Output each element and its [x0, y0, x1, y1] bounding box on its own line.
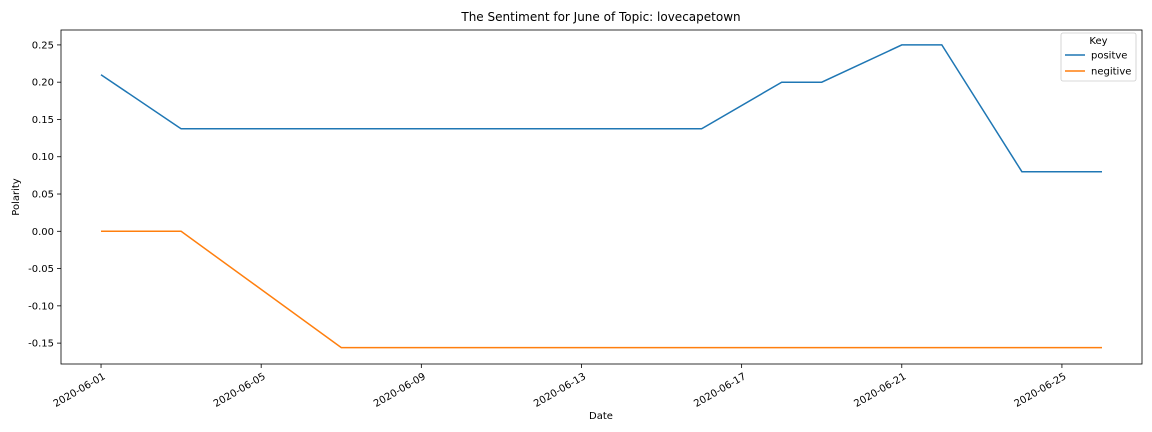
x-tick-label: 2020-06-25: [1013, 371, 1069, 410]
y-tick-label: 0.25: [32, 40, 54, 51]
legend-label-positve: positve: [1091, 51, 1127, 62]
x-tick-label: 2020-06-05: [212, 371, 268, 410]
legend-title: Key: [1089, 36, 1107, 47]
legend: Key positve negitive: [1060, 32, 1137, 82]
plot-area: [60, 29, 1143, 365]
y-axis: 0.25 0.20 0.15 0.10 0.05 0.00 -0.05 -0.10 -0.15: [28, 40, 61, 350]
series-lines: [100, 44, 1102, 349]
chart-title: The Sentiment for June of Topic: lovecap…: [460, 10, 740, 24]
series-line-negitive: [101, 230, 1102, 349]
x-tick-label: 2020-06-17: [692, 371, 748, 410]
y-axis-label: Polarity: [11, 178, 22, 216]
plot-frame: [60, 29, 1143, 365]
y-tick-label: 0.05: [32, 190, 54, 201]
y-tick-label: -0.10: [28, 301, 54, 312]
y-tick-label: 0.00: [32, 227, 54, 238]
x-axis: 2020-06-01 2020-06-05 2020-06-09 2020-06-13…: [52, 364, 1069, 410]
legend-label-negitive: negitive: [1091, 67, 1131, 78]
series-line-positve: [100, 44, 1102, 173]
legend-box: [1060, 32, 1137, 82]
y-tick-label: -0.05: [28, 264, 54, 275]
y-tick-label: 0.20: [32, 78, 54, 89]
y-tick-label: 0.10: [32, 152, 54, 163]
x-axis-label: Date: [589, 411, 613, 422]
x-tick-label: 2020-06-21: [852, 371, 908, 410]
x-tick-label: 2020-06-13: [532, 371, 588, 410]
x-tick-label: 2020-06-09: [372, 371, 428, 410]
x-tick-label: 2020-06-01: [52, 371, 108, 410]
y-tick-label: -0.15: [28, 339, 54, 350]
y-tick-label: 0.15: [32, 115, 54, 126]
